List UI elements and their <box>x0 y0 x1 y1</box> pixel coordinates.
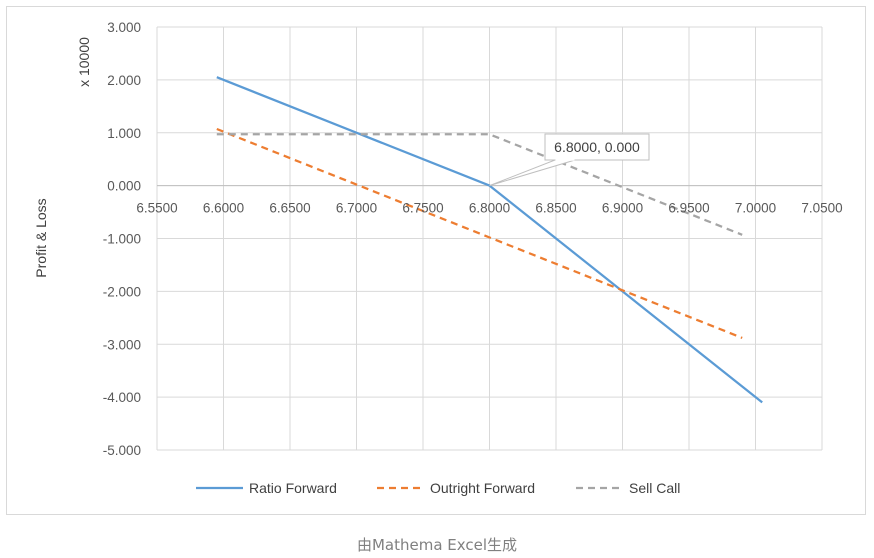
y-tick-label: 2.000 <box>107 73 141 88</box>
x-tick-label: 6.8500 <box>535 201 576 216</box>
series-line-sell-call <box>216 133 743 236</box>
x-tick-label: 6.9500 <box>668 201 709 216</box>
y-tick-label: 3.000 <box>107 20 141 35</box>
callout-pointer <box>489 159 576 187</box>
x-tick-label: 6.7500 <box>402 201 443 216</box>
y-tick-label: -3.000 <box>103 337 141 352</box>
legend-label-outright-forward: Outright Forward <box>430 480 535 496</box>
data-callout: 6.8000, 0.000 <box>489 133 650 187</box>
caption: 由Mathema Excel生成 <box>356 536 518 554</box>
legend-label-sell-call: Sell Call <box>629 480 680 496</box>
y-tick-label: 0.000 <box>107 179 141 194</box>
series-line-outright-forward <box>216 127 743 339</box>
x-tick-label: 6.9000 <box>602 201 643 216</box>
x-tick-label: 7.0500 <box>801 201 842 216</box>
pnl-line-chart: 6.5500 6.6000 6.6500 6.7000 6.7500 6.8000 6.85… <box>33 20 843 496</box>
callout-box <box>544 133 650 161</box>
x-tick-label: 6.6500 <box>269 201 310 216</box>
y-axis-title: Profit & Loss <box>33 198 49 277</box>
x-tick-label: 6.6000 <box>203 201 244 216</box>
x-tick-labels: 6.5500 6.6000 6.6500 6.7000 6.7500 6.8000 6.85… <box>136 201 842 216</box>
y-tick-label: -5.000 <box>103 443 141 458</box>
legend: Ratio Forward Outright Forward Sell Call <box>196 480 680 496</box>
y-tick-label: 1.000 <box>107 126 141 141</box>
x-tick-label: 6.7000 <box>336 201 377 216</box>
y-scale-label: x 10000 <box>76 37 92 87</box>
x-tick-label: 6.8000 <box>469 201 510 216</box>
y-tick-label: -1.000 <box>103 232 141 247</box>
y-tick-label: -4.000 <box>103 390 141 405</box>
callout-label: 6.8000, 0.000 <box>554 139 640 155</box>
y-tick-label: -2.000 <box>103 284 141 299</box>
chart-frame <box>6 6 866 515</box>
x-tick-label: 6.5500 <box>136 201 177 216</box>
y-tick-labels: 3.000 2.000 1.000 0.000 -1.000 -2.000 -3.000 -4… <box>103 20 141 458</box>
gridlines <box>156 26 823 451</box>
legend-label-ratio-forward: Ratio Forward <box>249 480 337 496</box>
x-tick-label: 7.0000 <box>735 201 776 216</box>
